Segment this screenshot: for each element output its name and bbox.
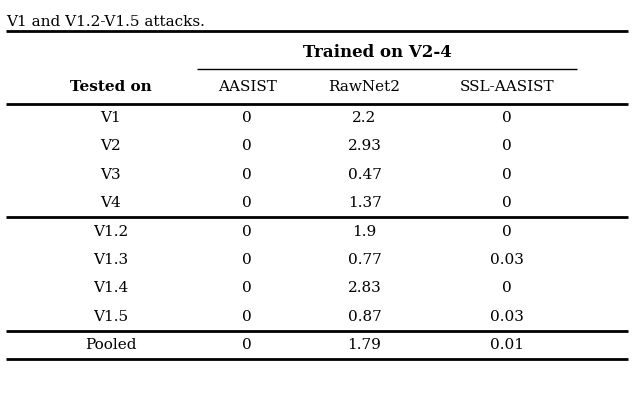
Text: 0.03: 0.03 bbox=[490, 253, 524, 267]
Text: V2: V2 bbox=[101, 139, 121, 153]
Text: 0: 0 bbox=[242, 338, 252, 352]
Text: 0: 0 bbox=[502, 224, 512, 239]
Text: V1: V1 bbox=[101, 111, 121, 125]
Text: 0: 0 bbox=[242, 196, 252, 210]
Text: V1.2: V1.2 bbox=[93, 224, 129, 239]
Text: 0: 0 bbox=[242, 253, 252, 267]
Text: 0: 0 bbox=[242, 310, 252, 324]
Text: 0: 0 bbox=[242, 281, 252, 296]
Text: V1.3: V1.3 bbox=[93, 253, 129, 267]
Text: Pooled: Pooled bbox=[85, 338, 137, 352]
Text: 0: 0 bbox=[242, 224, 252, 239]
Text: 0.47: 0.47 bbox=[347, 168, 382, 182]
Text: 0: 0 bbox=[502, 196, 512, 210]
Text: 2.83: 2.83 bbox=[347, 281, 382, 296]
Text: V1 and V1.2-V1.5 attacks.: V1 and V1.2-V1.5 attacks. bbox=[6, 15, 205, 28]
Text: V3: V3 bbox=[101, 168, 121, 182]
Text: 1.9: 1.9 bbox=[353, 224, 377, 239]
Text: 2.93: 2.93 bbox=[347, 139, 382, 153]
Text: 0: 0 bbox=[242, 168, 252, 182]
Text: 0: 0 bbox=[502, 139, 512, 153]
Text: V4: V4 bbox=[101, 196, 121, 210]
Text: 0: 0 bbox=[242, 111, 252, 125]
Text: SSL-AASIST: SSL-AASIST bbox=[460, 80, 555, 94]
Text: 0: 0 bbox=[502, 168, 512, 182]
Text: V1.4: V1.4 bbox=[93, 281, 129, 296]
Text: 0: 0 bbox=[502, 281, 512, 296]
Text: AASIST: AASIST bbox=[218, 80, 276, 94]
Text: RawNet2: RawNet2 bbox=[328, 80, 401, 94]
Text: V1.5: V1.5 bbox=[93, 310, 129, 324]
Text: 0.01: 0.01 bbox=[490, 338, 524, 352]
Text: 0.03: 0.03 bbox=[490, 310, 524, 324]
Text: 0: 0 bbox=[242, 139, 252, 153]
Text: Tested on: Tested on bbox=[70, 80, 152, 94]
Text: Trained on V2-4: Trained on V2-4 bbox=[303, 44, 451, 61]
Text: 0.87: 0.87 bbox=[347, 310, 382, 324]
Text: 1.79: 1.79 bbox=[347, 338, 382, 352]
Text: 1.37: 1.37 bbox=[347, 196, 382, 210]
Text: 0.77: 0.77 bbox=[347, 253, 382, 267]
Text: 2.2: 2.2 bbox=[353, 111, 377, 125]
Text: 0: 0 bbox=[502, 111, 512, 125]
